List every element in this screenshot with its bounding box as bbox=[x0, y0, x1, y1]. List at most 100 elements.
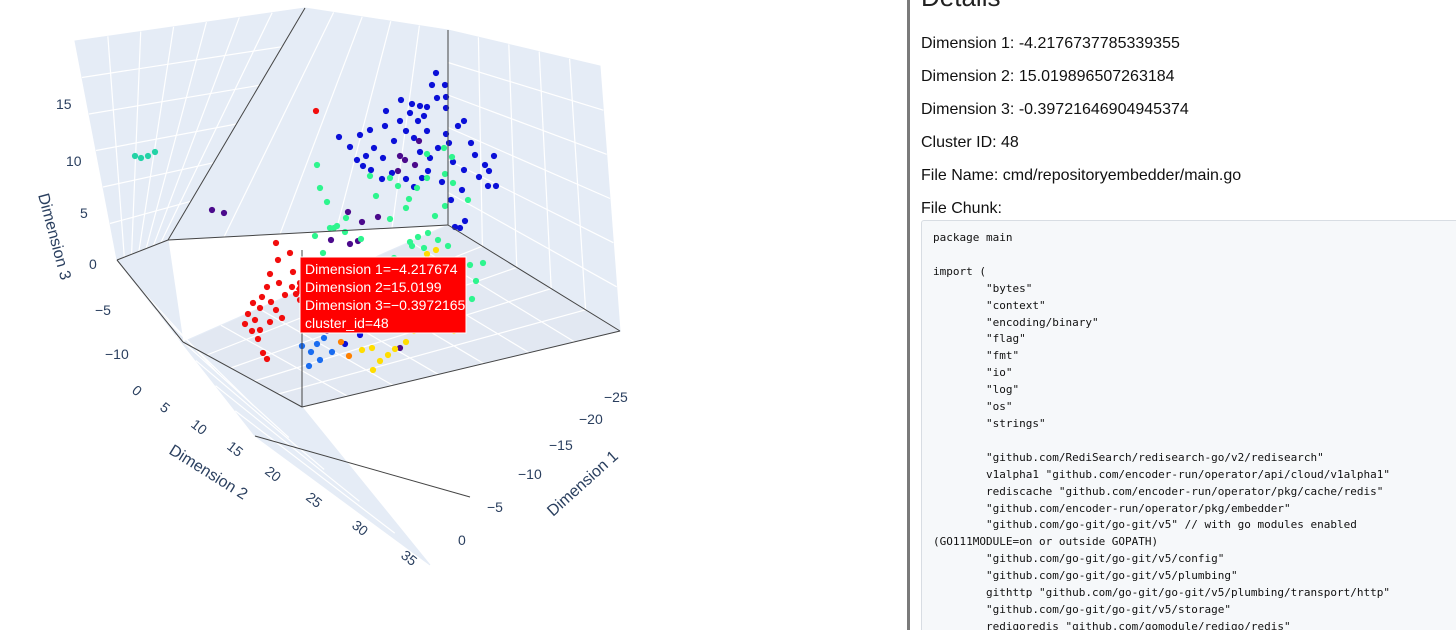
data-point[interactable] bbox=[258, 293, 266, 301]
data-point[interactable] bbox=[424, 229, 432, 237]
data-point[interactable] bbox=[382, 107, 390, 115]
data-point[interactable] bbox=[464, 196, 472, 204]
data-point[interactable] bbox=[263, 355, 271, 363]
data-point[interactable] bbox=[458, 186, 466, 194]
data-point[interactable] bbox=[376, 357, 384, 365]
data-point[interactable] bbox=[402, 338, 410, 346]
data-point[interactable] bbox=[366, 126, 374, 134]
data-point[interactable] bbox=[441, 81, 449, 89]
data-point[interactable] bbox=[316, 184, 324, 192]
data-point[interactable] bbox=[274, 256, 282, 264]
data-point[interactable] bbox=[418, 174, 426, 182]
data-point[interactable] bbox=[416, 102, 424, 110]
data-point[interactable] bbox=[472, 277, 480, 285]
data-point[interactable] bbox=[456, 224, 464, 232]
data-point[interactable] bbox=[420, 244, 428, 252]
data-point[interactable] bbox=[320, 334, 328, 342]
data-point[interactable] bbox=[266, 318, 274, 326]
data-point[interactable] bbox=[411, 161, 419, 169]
data-point[interactable] bbox=[481, 161, 489, 169]
data-point[interactable] bbox=[367, 166, 375, 174]
data-point[interactable] bbox=[397, 96, 405, 104]
data-point[interactable] bbox=[368, 344, 376, 352]
data-point[interactable] bbox=[433, 94, 441, 102]
data-point[interactable] bbox=[431, 212, 439, 220]
data-point[interactable] bbox=[408, 100, 416, 108]
data-point[interactable] bbox=[428, 81, 436, 89]
data-point[interactable] bbox=[460, 166, 468, 174]
panel-divider[interactable] bbox=[907, 0, 910, 630]
data-point[interactable] bbox=[289, 268, 297, 276]
data-point[interactable] bbox=[386, 174, 394, 182]
data-point[interactable] bbox=[434, 144, 442, 152]
data-point[interactable] bbox=[444, 242, 452, 250]
data-point[interactable] bbox=[396, 344, 404, 352]
data-point[interactable] bbox=[378, 175, 386, 183]
data-point[interactable] bbox=[432, 246, 440, 254]
data-point[interactable] bbox=[327, 236, 335, 244]
data-point[interactable] bbox=[441, 170, 449, 178]
data-point[interactable] bbox=[254, 335, 262, 343]
data-point[interactable] bbox=[468, 295, 476, 303]
data-point[interactable] bbox=[402, 204, 410, 212]
data-point[interactable] bbox=[316, 356, 324, 364]
data-point[interactable] bbox=[357, 235, 365, 243]
data-point[interactable] bbox=[414, 117, 422, 125]
data-point[interactable] bbox=[475, 173, 483, 181]
data-point[interactable] bbox=[272, 306, 280, 314]
data-point[interactable] bbox=[440, 144, 448, 152]
data-point[interactable] bbox=[406, 238, 414, 246]
data-point[interactable] bbox=[372, 192, 380, 200]
data-point[interactable] bbox=[461, 217, 469, 225]
data-point[interactable] bbox=[311, 232, 319, 240]
data-point[interactable] bbox=[272, 239, 280, 247]
data-point[interactable] bbox=[424, 167, 432, 175]
data-point[interactable] bbox=[266, 270, 274, 278]
data-point[interactable] bbox=[346, 240, 354, 248]
data-point[interactable] bbox=[288, 283, 296, 291]
data-point[interactable] bbox=[359, 162, 367, 170]
data-point[interactable] bbox=[467, 139, 475, 147]
data-point[interactable] bbox=[344, 208, 352, 216]
data-point[interactable] bbox=[454, 122, 462, 130]
data-point[interactable] bbox=[358, 218, 366, 226]
data-point[interactable] bbox=[386, 215, 394, 223]
data-point[interactable] bbox=[390, 137, 398, 145]
data-point[interactable] bbox=[342, 214, 350, 222]
data-point[interactable] bbox=[449, 158, 457, 166]
data-point[interactable] bbox=[492, 182, 500, 190]
data-point[interactable] bbox=[396, 152, 404, 160]
data-point[interactable] bbox=[208, 206, 216, 214]
data-point[interactable] bbox=[353, 156, 361, 164]
data-point[interactable] bbox=[414, 233, 422, 241]
data-point[interactable] bbox=[137, 154, 145, 162]
data-point[interactable] bbox=[256, 326, 264, 334]
data-point[interactable] bbox=[286, 249, 294, 257]
data-point[interactable] bbox=[131, 152, 139, 160]
data-point[interactable] bbox=[323, 198, 331, 206]
data-point[interactable] bbox=[394, 182, 402, 190]
data-point[interactable] bbox=[405, 195, 413, 203]
data-point[interactable] bbox=[366, 172, 374, 180]
data-point[interactable] bbox=[307, 348, 315, 356]
data-point[interactable] bbox=[401, 156, 409, 164]
data-point[interactable] bbox=[484, 182, 492, 190]
data-point[interactable] bbox=[413, 184, 421, 192]
data-point[interactable] bbox=[381, 122, 389, 130]
scatter-3d-plot[interactable]: 0 −5 −10 −15 −20 −25 0 5 10 15 20 25 30 … bbox=[0, 0, 905, 630]
data-point[interactable] bbox=[358, 346, 366, 354]
data-point[interactable] bbox=[341, 228, 349, 236]
data-point[interactable] bbox=[259, 349, 267, 357]
data-point[interactable] bbox=[263, 283, 271, 291]
data-point[interactable] bbox=[396, 117, 404, 125]
data-point[interactable] bbox=[448, 153, 456, 161]
data-point[interactable] bbox=[281, 291, 289, 299]
data-point[interactable] bbox=[379, 154, 387, 162]
data-point[interactable] bbox=[337, 338, 345, 346]
data-point[interactable] bbox=[328, 348, 336, 356]
data-point[interactable] bbox=[151, 148, 159, 156]
data-point[interactable] bbox=[305, 362, 313, 370]
data-point[interactable] bbox=[248, 327, 256, 335]
data-point[interactable] bbox=[267, 298, 275, 306]
data-point[interactable] bbox=[251, 316, 259, 324]
